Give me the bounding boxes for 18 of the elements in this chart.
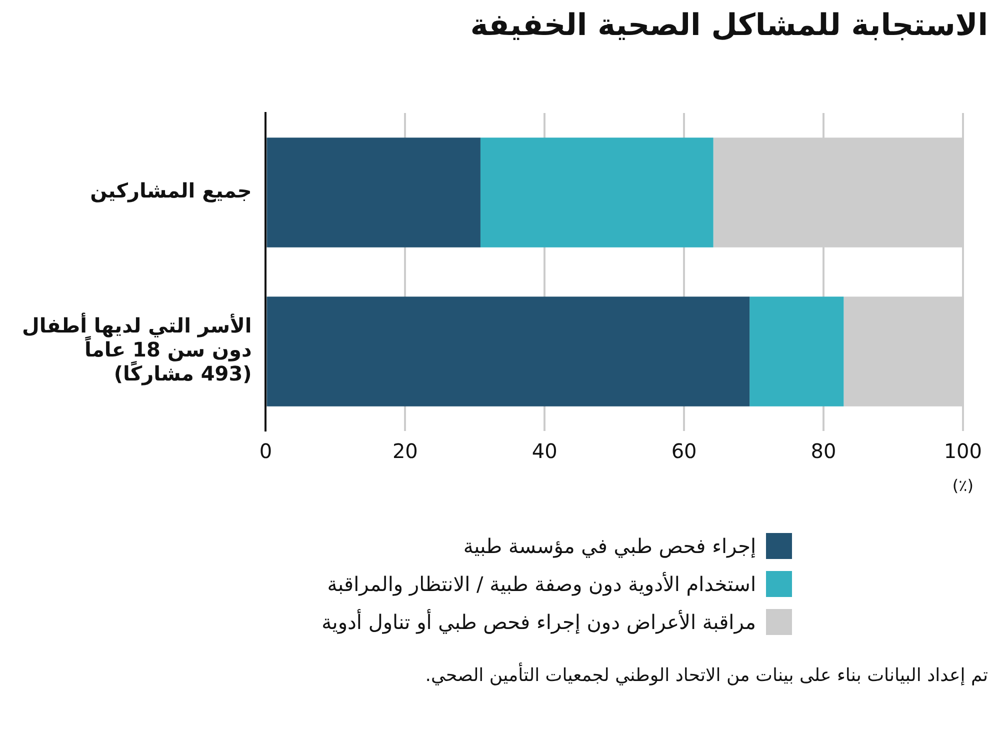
- legend-label: مراقبة الأعراض دون إجراء فحص طبي أو تناول أدوية: [322, 610, 756, 634]
- bar: [750, 296, 844, 406]
- bar: [266, 138, 480, 248]
- y-tick-label: الأسر التي لديها أطفال دون سن 18 عاماً (493 مشاركًا): [22, 312, 252, 386]
- bar: [480, 138, 714, 248]
- text: تم إعداد البيانات بناء على بينات من الاتحاد الوطني لجمعيات التأمين الصحي.: [424, 665, 989, 686]
- x-tick-label: 20: [392, 439, 418, 464]
- x-tick-label: 0: [259, 439, 272, 464]
- x-axis-title: (٪): [952, 476, 974, 496]
- legend-label: استخدام الأدوية دون وصفة طبية / الانتظار والمراقبة: [327, 572, 756, 596]
- x-tick-label: 100: [944, 439, 982, 464]
- y-tick-label: جميع المشاركين: [90, 178, 252, 203]
- legend-label: إجراء فحص طبي في مؤسسة طبية: [463, 534, 756, 558]
- x-tick-label: 80: [810, 439, 836, 464]
- x-tick-label: 40: [532, 439, 558, 464]
- x-tick-label: 60: [671, 439, 697, 464]
- chart-title: الاستجابة للمشاكل الصحية الخفيفة: [469, 8, 989, 43]
- bar: [266, 296, 750, 406]
